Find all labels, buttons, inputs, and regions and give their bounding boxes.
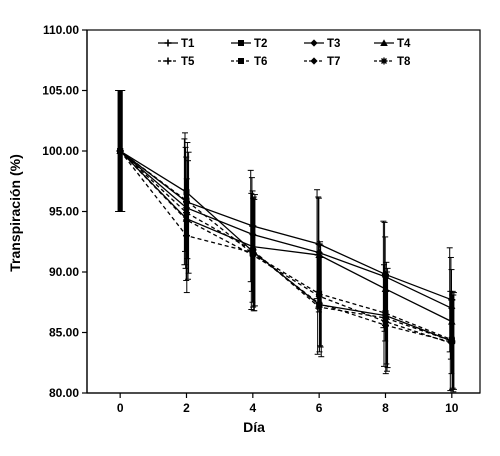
point-t3	[381, 273, 390, 281]
point-t4	[315, 251, 323, 259]
point-t7	[315, 292, 323, 300]
point-t8	[315, 303, 323, 311]
legend-label-t7: T7	[327, 56, 340, 68]
point-t1	[448, 296, 456, 304]
error-bars	[115, 90, 457, 393]
series-lines	[119, 150, 453, 345]
legend-label-t3: T3	[327, 38, 340, 50]
series-line-t1	[119, 150, 453, 301]
y-tick-label: 90.00	[49, 265, 79, 279]
y-axis-ticks: 80.00 85.00 90.00 95.00 100.00 105.00 110.00	[42, 23, 87, 400]
legend-marker-t1	[164, 39, 172, 47]
legend-label-t4: T4	[397, 38, 411, 50]
y-tick-label: 85.00	[49, 326, 79, 340]
series-markers	[116, 147, 456, 347]
x-axis-title: Día	[243, 419, 265, 435]
series-line-t4	[119, 150, 453, 323]
point-t8	[381, 314, 389, 322]
y-tick-label: 110.00	[43, 23, 79, 37]
series-line-t8	[119, 150, 453, 342]
point-t3	[448, 304, 456, 312]
x-tick-label: 8	[382, 401, 389, 415]
point-t8	[448, 337, 456, 345]
y-tick-label: 95.00	[49, 205, 79, 219]
y-tick-label: 100.00	[42, 144, 79, 158]
legend-label-t5: T5	[181, 56, 195, 68]
y-axis-title: Transpiración (%)	[7, 154, 23, 271]
point-t8	[116, 147, 124, 155]
x-tick-label: 10	[445, 401, 459, 415]
point-t6	[183, 197, 190, 204]
point-t3	[249, 230, 257, 239]
legend-label-t2: T2	[254, 38, 267, 50]
legend-label-t8: T8	[397, 56, 411, 68]
point-t6	[382, 310, 389, 317]
x-tick-label: 6	[316, 401, 323, 415]
series-line-t3	[119, 150, 453, 309]
series-line-t7	[119, 150, 453, 345]
legend-marker-t6	[238, 58, 244, 64]
y-tick-label: 80.00	[49, 386, 79, 400]
point-t3	[182, 204, 191, 212]
point-t7	[182, 216, 191, 224]
plot-frame	[86, 29, 481, 394]
y-tick-label: 105.00	[42, 84, 79, 98]
point-t8	[249, 246, 257, 254]
point-t7	[249, 251, 257, 259]
point-t5	[182, 232, 190, 240]
x-axis-ticks: 0 2 4 6 8 10	[117, 393, 459, 415]
legend-marker-t2	[238, 40, 244, 46]
point-t1	[249, 222, 257, 230]
x-tick-label: 2	[183, 401, 190, 415]
legend-marker-t3	[310, 39, 318, 47]
series-line-t5	[119, 150, 452, 343]
legend-marker-t4	[380, 39, 388, 46]
point-t4	[448, 317, 456, 325]
x-tick-label: 0	[117, 401, 124, 415]
legend-label-t1: T1	[181, 38, 195, 50]
legend: T1 T2 T3 T4 T5 T6 T7 T8	[158, 38, 411, 68]
point-t2	[183, 189, 190, 196]
legend-marker-t7	[310, 57, 318, 65]
point-t4	[381, 285, 390, 292]
legend-marker-t5	[164, 57, 172, 65]
x-tick-label: 4	[249, 401, 256, 415]
axes: 80.00 85.00 90.00 95.00 100.00 105.00 110.00 0…	[42, 23, 480, 415]
series-line-t6	[119, 150, 453, 341]
series-line-t2	[119, 150, 453, 342]
point-t1	[315, 240, 323, 248]
point-t8	[182, 209, 190, 217]
legend-marker-t8	[380, 57, 388, 65]
legend-label-t6: T6	[254, 56, 267, 68]
